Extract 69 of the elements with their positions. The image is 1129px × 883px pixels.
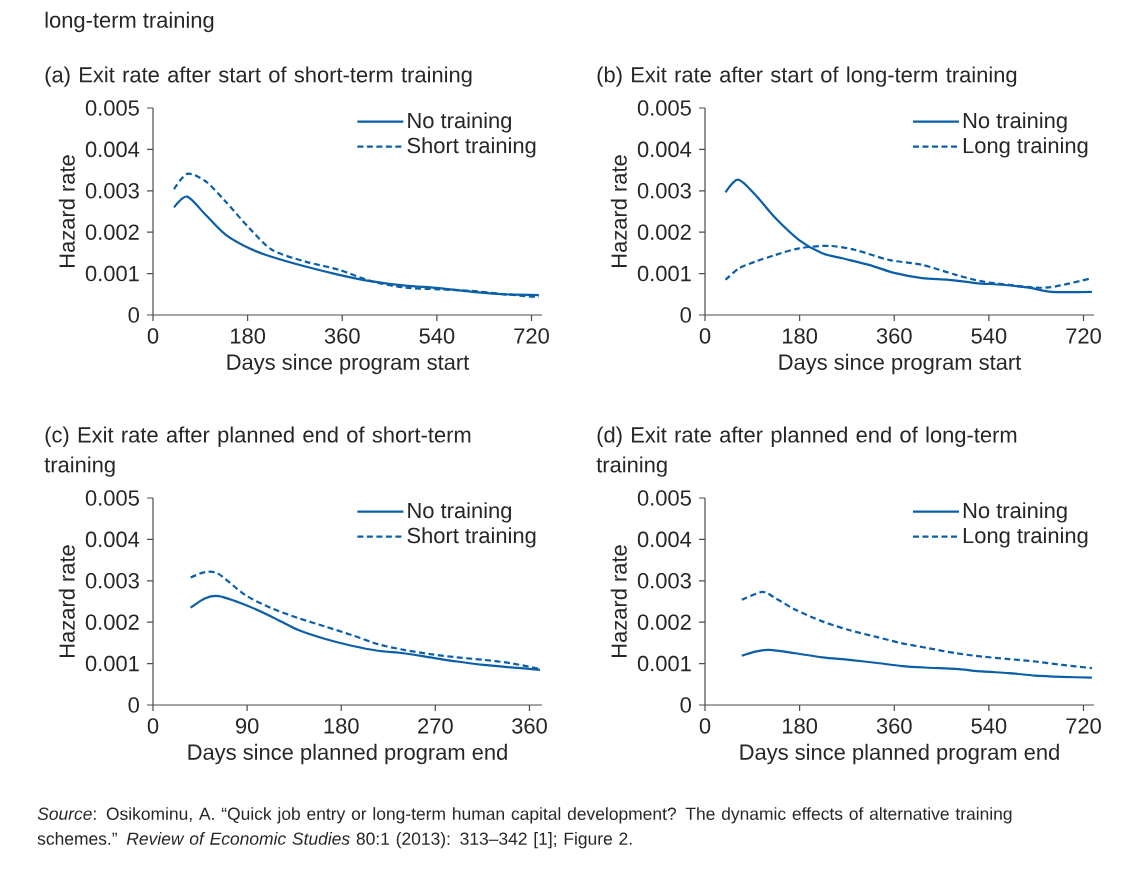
x-tick-label: 0 xyxy=(147,718,159,734)
x-axis-title: Days since planned program end xyxy=(188,743,507,765)
y-tick-label: 0.005 xyxy=(85,100,139,116)
y-axis-title: Hazard rate xyxy=(610,155,627,267)
line-series xyxy=(740,590,1093,670)
x-tick-label: 180 xyxy=(231,328,266,344)
chart-title: (c) Exit rate after planned end of short-term training xyxy=(44,426,471,477)
y-tick-label: 0.002 xyxy=(85,224,139,240)
x-tick-label: 360 xyxy=(324,328,360,344)
y-tick-label: 0.002 xyxy=(637,224,691,240)
y-tick-label: 0.001 xyxy=(85,265,139,282)
line-series xyxy=(724,178,1093,294)
legend-label: Long training xyxy=(963,527,1088,548)
x-tick-label: 0 xyxy=(699,328,711,344)
x-tick-label: 180 xyxy=(783,718,818,734)
text: long-term training xyxy=(45,11,214,33)
x-tick-label: 180 xyxy=(324,718,359,734)
x-axis-title: Days since program start xyxy=(227,353,470,375)
x-tick-label: 180 xyxy=(783,328,818,344)
chart-title: (d) Exit rate after planned end of long-term training xyxy=(596,426,1017,477)
x-tick-label: 720 xyxy=(1066,328,1101,344)
legend-label: No training xyxy=(408,502,512,523)
x-tick-label: 720 xyxy=(514,328,549,344)
legend-label: Long training xyxy=(963,137,1088,158)
x-tick-label: 720 xyxy=(1066,718,1101,734)
chart-title: (a) Exit rate after start of short-term training xyxy=(45,66,472,87)
legend-label: Short training xyxy=(407,527,536,548)
y-tick-label: 0.005 xyxy=(85,490,139,506)
text: Source: Osikominu, A. “Quick job entry or long-term human capital development? The dynamic effects of alternative training schemes.” Review of Economic Studies 80:1 (2013): 313–342 [1]; Figure 2. xyxy=(37,807,1012,849)
y-tick-label: 0.004 xyxy=(637,141,692,158)
y-tick-label: 0.004 xyxy=(85,141,140,158)
y-tick-label: 0.005 xyxy=(637,100,691,116)
x-tick-label: 360 xyxy=(876,718,912,734)
legend-label: No training xyxy=(963,112,1067,133)
y-tick-label: 0 xyxy=(128,697,139,713)
x-tick-label: 90 xyxy=(235,718,259,734)
y-tick-label: 0.005 xyxy=(637,490,691,506)
x-tick-label: 360 xyxy=(876,328,912,344)
y-axis-title: Hazard rate xyxy=(610,545,627,657)
line-series xyxy=(740,648,1093,679)
x-tick-label: 270 xyxy=(418,718,453,734)
y-tick-label: 0.004 xyxy=(85,531,140,548)
x-axis-title: Days since program start xyxy=(779,353,1022,375)
x-tick-label: 0 xyxy=(699,718,711,734)
legend-label: Short training xyxy=(407,137,536,158)
x-tick-label: 540 xyxy=(971,328,1007,344)
y-tick-label: 0 xyxy=(680,697,691,713)
chart-title: (b) Exit rate after start of long-term training xyxy=(597,66,1017,87)
y-axis-title: Hazard rate xyxy=(58,545,75,657)
x-tick-label: 540 xyxy=(971,718,1007,734)
legend-label: No training xyxy=(963,502,1067,523)
y-axis-title: Hazard rate xyxy=(58,155,75,267)
y-tick-label: 0.002 xyxy=(637,614,691,630)
x-tick-label: 0 xyxy=(147,328,159,344)
y-tick-label: 0.004 xyxy=(637,531,692,548)
y-tick-label: 0.003 xyxy=(85,183,139,199)
y-tick-label: 0.002 xyxy=(85,614,139,630)
x-tick-label: 360 xyxy=(512,718,547,734)
y-tick-label: 0.003 xyxy=(637,183,691,199)
y-tick-label: 0.001 xyxy=(637,655,691,672)
y-tick-label: 0.001 xyxy=(637,265,691,282)
y-tick-label: 0 xyxy=(128,307,139,323)
x-tick-label: 540 xyxy=(419,328,455,344)
x-axis-title: Days since planned program end xyxy=(740,743,1059,765)
y-tick-label: 0.003 xyxy=(85,573,139,589)
y-tick-label: 0.003 xyxy=(637,573,691,589)
y-tick-label: 0 xyxy=(680,307,691,323)
legend-label: No training xyxy=(408,112,511,133)
y-tick-label: 0.001 xyxy=(85,655,139,672)
